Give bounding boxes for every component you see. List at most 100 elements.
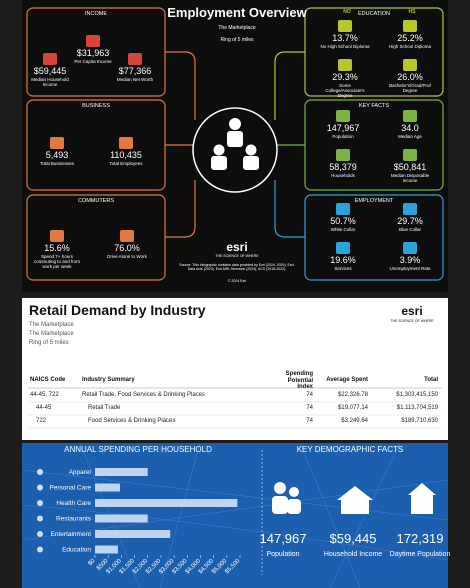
stat-value: 19.6% — [330, 255, 356, 265]
table-cell: 44-45 — [36, 405, 52, 411]
box-title: KEY FACTS — [358, 103, 390, 109]
icon — [403, 203, 417, 215]
icon — [336, 110, 350, 122]
table-cell: $1,113,704,519 — [396, 405, 438, 411]
box-title: INCOME — [85, 11, 107, 17]
center-circle — [192, 107, 278, 193]
icon — [336, 242, 350, 254]
table-cell: 74 — [306, 392, 313, 398]
column-header: NAICS Code — [30, 377, 66, 383]
demographic-icons — [272, 482, 436, 514]
stat-value: 26.0% — [397, 72, 423, 82]
stat-label: Total Businesses — [40, 161, 74, 166]
icon — [403, 242, 417, 254]
stat-value: 58,379 — [329, 162, 357, 172]
icon — [50, 137, 64, 149]
icon — [120, 230, 134, 242]
box — [26, 99, 166, 191]
table-cell: Food Services & Drinking Places — [88, 418, 176, 424]
box — [304, 99, 444, 191]
title: Employment Overview — [167, 5, 307, 20]
category-icon — [37, 515, 43, 522]
stat-value: 29.3% — [332, 72, 358, 82]
stat-label: High School Diploma — [388, 44, 432, 49]
icon — [128, 53, 142, 65]
retail-title: Retail Demand by Industry — [29, 302, 206, 318]
copyright: © 2024 Esri — [227, 279, 247, 283]
connectors — [165, 51, 305, 238]
box-title: BUSINESS — [82, 103, 110, 109]
stat-value: 34.0 — [401, 123, 419, 133]
column-header: Total — [424, 377, 438, 383]
category-label: Entertainment — [51, 531, 92, 538]
stat-value: 50.7% — [330, 216, 356, 226]
badge: NO — [343, 9, 351, 15]
stat-label: Households — [331, 173, 355, 178]
table-cell: 722 — [36, 418, 47, 424]
badge: HS — [408, 9, 416, 15]
stat-label: Total Employees — [109, 161, 143, 166]
stat-label: Some College/Associate's Degree — [325, 83, 365, 98]
stat-value: 13.7% — [332, 33, 358, 43]
stat-label: No High School Diploma — [320, 44, 370, 49]
icon — [86, 35, 100, 47]
category-label: Restaurants — [56, 516, 92, 523]
fact-value: $59,445 — [329, 531, 377, 546]
retail-subtitle: Ring of 5 miles — [29, 340, 69, 346]
fact-value: 147,967 — [259, 531, 307, 546]
stat-label: Population — [332, 134, 354, 139]
table-cell: $1,303,415,150 — [396, 392, 438, 398]
tagline: THE SCIENCE OF WHERE — [215, 254, 259, 258]
stat-label: White Collar — [330, 227, 356, 232]
category-label: Personal Care — [49, 485, 91, 492]
stat-value: 147,967 — [326, 123, 360, 133]
stat-label: Bachelor's/Grad/Prof Degree — [389, 83, 431, 93]
icon — [403, 149, 417, 161]
icon — [50, 230, 64, 242]
facts-title: KEY DEMOGRAPHIC FACTS — [296, 445, 404, 454]
subtitle: Ring of 5 miles — [220, 37, 254, 43]
stat-label: Median Net Worth — [116, 77, 154, 82]
stat-value: 5,493 — [45, 150, 69, 160]
icon — [338, 59, 352, 71]
icon — [403, 59, 417, 71]
stat-label: Median Age — [398, 134, 422, 139]
x-tick-label: $0 — [87, 558, 96, 567]
bar — [95, 499, 238, 507]
box-title: COMMUTERS — [77, 198, 115, 204]
bar — [95, 468, 148, 476]
retail-bg — [22, 298, 448, 440]
category-label: Apparel — [69, 469, 92, 476]
source: Source: This infographic contains data p… — [179, 263, 295, 271]
retail-subtitle: The Marketplace — [29, 322, 74, 328]
retail-subtitle: The Marketplace — [29, 331, 74, 337]
table-cell: $3,249.64 — [341, 418, 368, 424]
fact-label: Household Income — [323, 551, 383, 558]
stat-value: 15.6% — [44, 243, 70, 253]
stat-label: Median Disposable Income — [390, 173, 430, 183]
bar — [95, 530, 171, 538]
stat-value: 3.9% — [399, 255, 421, 265]
stat-value: 25.2% — [397, 33, 423, 43]
fact-label: Daytime Population — [389, 551, 451, 558]
stat-label: Services — [334, 266, 352, 271]
fact-value: 172,319 — [396, 531, 444, 546]
subtitle: The Marketplace — [218, 25, 256, 31]
icon — [43, 53, 57, 65]
center-icon — [211, 118, 259, 170]
column-header: Average Spent — [326, 377, 368, 383]
box — [304, 194, 444, 281]
icon — [338, 20, 352, 32]
logo: esri — [226, 240, 248, 254]
table-cell: Retail Trade, Food Services & Drinking P… — [82, 392, 206, 398]
chart-title: ANNUAL SPENDING PER HOUSEHOLD — [64, 445, 212, 454]
column-header: Spending Potential Index — [285, 371, 313, 391]
stat-value: $31,963 — [76, 48, 110, 58]
box — [304, 7, 444, 97]
table-cell: 74 — [306, 405, 313, 411]
box — [26, 194, 166, 281]
box — [26, 7, 166, 97]
stat-value: $50,841 — [393, 162, 427, 172]
bar — [95, 514, 148, 523]
